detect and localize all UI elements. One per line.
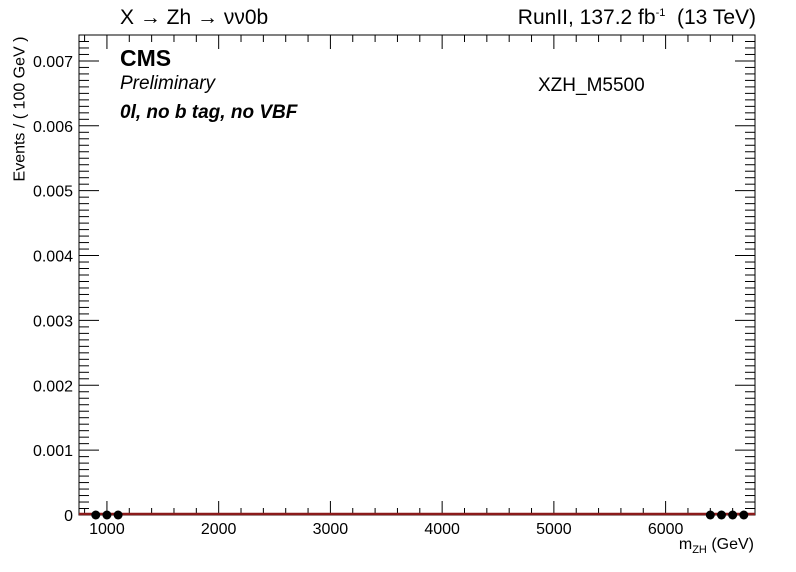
- y-axis-label: Events / ( 100 GeV ): [11, 36, 29, 182]
- lumi-exponent: -1: [655, 7, 666, 19]
- y-tick-label: 0.005: [33, 184, 73, 201]
- x-tick-label: 1000: [89, 521, 125, 538]
- y-tick-label: 0.007: [33, 54, 73, 71]
- data-point: [739, 510, 749, 520]
- y-tick-label: 0.004: [33, 249, 73, 266]
- y-tick-label: 0.003: [33, 313, 73, 330]
- y-tick-label: 0.002: [33, 378, 73, 395]
- x-tick-label: 4000: [424, 521, 460, 538]
- x-tick-label: 2000: [201, 521, 237, 538]
- data-point: [705, 510, 715, 520]
- category-label: 0l, no b tag, no VBF: [120, 102, 298, 123]
- status-label: Preliminary: [120, 73, 216, 94]
- data-point: [728, 510, 738, 520]
- sample-label: XZH_M5500: [538, 75, 645, 96]
- y-tick-label: 0.006: [33, 119, 73, 136]
- x-tick-label: 3000: [313, 521, 349, 538]
- x-tick-label: 6000: [648, 521, 684, 538]
- x-axis-label: mZH (GeV): [679, 536, 754, 556]
- x-axis-ticks: 1000 2000 3000 4000 5000 6000: [84, 35, 756, 538]
- x-axis-label-main: m: [678, 536, 693, 553]
- y-axis-ticks: 0 0.001 0.002 0.003 0.004 0.005 0.006 0.007: [33, 34, 755, 525]
- x-tick-label: 5000: [536, 521, 572, 538]
- lumi-suffix: (13 TeV): [665, 6, 756, 29]
- lumi-prefix: RunII, 137.2 fb: [517, 6, 656, 29]
- x-axis-label-sub: ZH: [692, 544, 707, 557]
- luminosity-label: RunII, 137.2 fb-1 (13 TeV): [518, 6, 756, 30]
- y-tick-label: 0.001: [33, 443, 73, 460]
- data-point: [91, 510, 101, 520]
- y-tick-label: 0: [64, 508, 73, 525]
- data-point: [716, 510, 726, 520]
- x-axis-label-unit: (GeV): [706, 536, 754, 553]
- process-title: X → Zh → νν0b: [120, 6, 269, 29]
- data-point: [102, 510, 112, 520]
- data-marks: [79, 510, 755, 520]
- experiment-label: CMS: [120, 45, 172, 71]
- data-point: [113, 510, 123, 520]
